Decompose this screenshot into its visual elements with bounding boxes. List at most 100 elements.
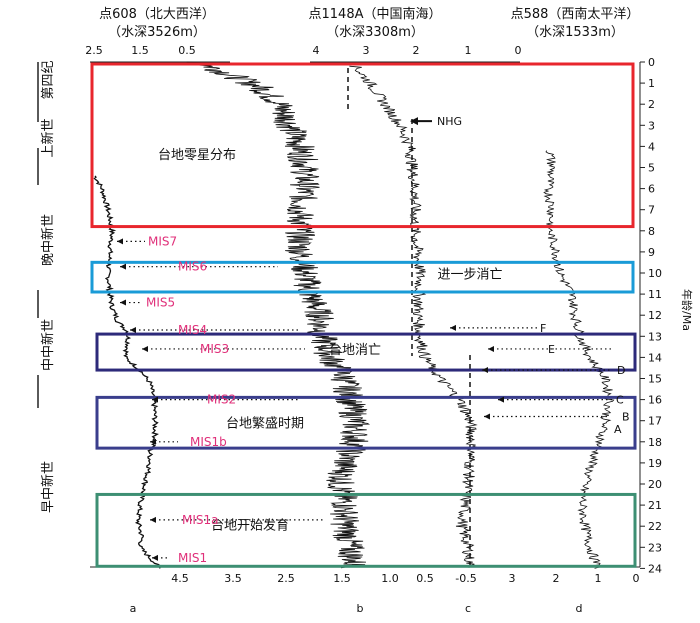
curve-site-608 — [93, 175, 161, 569]
event-label: C — [616, 394, 624, 407]
site-b-depth: （水深3308m） — [326, 25, 424, 40]
interval-box-label: 进一步消亡 — [437, 267, 502, 282]
age-tick-label: 9 — [648, 246, 655, 259]
bottom-tick-a-2: 3.5 — [224, 572, 242, 585]
mis-label: MIS7 — [148, 234, 177, 248]
interval-box — [90, 62, 635, 229]
age-tick-label: 13 — [648, 330, 662, 343]
site-b-name: 点1148A（中国南海） — [309, 6, 442, 22]
bottom-tick-c-2: 3 — [509, 572, 516, 585]
event-labels: NHG FE D CBA — [410, 115, 630, 436]
age-tick-label: 8 — [648, 225, 655, 238]
nhg-arrowhead — [410, 117, 418, 126]
site-a-name: 点608（北大西洋） — [99, 7, 215, 22]
mis-label: MIS6 — [178, 260, 207, 274]
interval-box-label: 台地开始发育 — [211, 517, 289, 533]
interval-box-label: 台地消亡 — [329, 343, 381, 358]
mis-arrowhead — [130, 326, 136, 333]
age-tick-label: 24 — [648, 562, 662, 575]
top-tick-b-4: 1 — [465, 44, 472, 57]
top-tick-b-5: 0 — [515, 44, 522, 57]
age-tick-label: 22 — [648, 520, 662, 533]
age-tick-label: 10 — [648, 267, 662, 280]
interval-box — [95, 332, 637, 372]
curve-site-1148a-secondary — [349, 65, 478, 568]
mis-arrowhead — [150, 516, 156, 523]
bottom-tick-c-1: -0.5 — [455, 572, 476, 585]
mis-label: MIS1a — [182, 513, 219, 527]
event-arrowhead — [484, 413, 490, 420]
epoch-pliocene: 上新世 — [40, 118, 56, 157]
mis-arrowhead — [152, 554, 158, 561]
mis-label: MIS5 — [146, 296, 175, 310]
event-label: E — [548, 343, 555, 356]
epoch-quaternary: 第四纪 — [41, 60, 56, 99]
age-tick-label: 15 — [648, 373, 662, 386]
top-tick-b-3: 2 — [413, 44, 420, 57]
curve-site-588 — [543, 150, 615, 569]
mis-label: MIS3 — [200, 342, 229, 356]
mis-label: MIS4 — [178, 323, 207, 337]
panel-label-c: c — [465, 602, 471, 615]
age-tick-label: 17 — [648, 415, 662, 428]
mis-arrowhead — [117, 238, 123, 245]
epoch-late-miocene: 晚中新世 — [40, 214, 56, 266]
site-c-name: 点588（西南太平洋） — [511, 6, 640, 22]
age-tick-label: 21 — [648, 499, 662, 512]
top-tick-a-1: 2.5 — [85, 44, 103, 57]
age-tick-label: 5 — [648, 162, 655, 175]
panel-label-a: a — [130, 602, 137, 615]
epoch-middle-miocene: 中中新世 — [40, 319, 56, 371]
top-tick-a-3: 0.5 — [178, 44, 196, 57]
age-tick-label: 12 — [648, 309, 662, 322]
interval-box-label: 台地繁盛时期 — [226, 415, 304, 431]
bottom-tick-d-2: 1 — [595, 572, 602, 585]
age-axis-label: 年龄/Ma — [680, 289, 694, 331]
age-tick-label: 19 — [648, 457, 662, 470]
bottom-tick-b-3: 0.5 — [416, 572, 434, 585]
age-tick-label: 14 — [648, 351, 662, 364]
panel-label-b: b — [357, 602, 364, 615]
curve-site-1148a — [186, 61, 371, 569]
bottom-tick-b-1: 1.5 — [333, 572, 351, 585]
interval-box — [95, 492, 637, 568]
event-arrowhead — [450, 324, 456, 331]
mis-label: MIS2 — [207, 393, 236, 407]
event-label: D — [617, 364, 625, 377]
mis-label: MIS1 — [178, 551, 207, 565]
panel-label-d: d — [576, 602, 583, 615]
age-tick-label: 0 — [648, 56, 655, 69]
event-label: A — [614, 423, 622, 436]
age-tick-label: 16 — [648, 394, 662, 407]
age-tick-label: 6 — [648, 183, 655, 196]
bottom-tick-a-1: 4.5 — [171, 572, 189, 585]
age-tick-label: 11 — [648, 288, 662, 301]
site-c-depth: （水深1533m） — [526, 25, 624, 40]
mis-arrowhead — [120, 263, 126, 270]
age-tick-label: 7 — [648, 204, 655, 217]
top-tick-b-1: 4 — [313, 44, 320, 57]
mis-arrowhead — [152, 396, 158, 403]
age-tick-label: 23 — [648, 541, 662, 554]
event-arrowhead — [498, 396, 504, 403]
bottom-tick-d-1: 2 — [553, 572, 560, 585]
interval-box — [90, 260, 635, 294]
top-tick-a-2: 1.5 — [131, 44, 149, 57]
age-tick-label: 2 — [648, 98, 655, 111]
nhg-label: NHG — [437, 115, 462, 128]
age-tick-label: 4 — [648, 140, 655, 153]
bottom-tick-d-3: 0 — [633, 572, 640, 585]
interval-box-label: 台地零星分布 — [158, 148, 236, 163]
mis-arrowhead — [150, 438, 156, 445]
interval-box — [95, 395, 637, 450]
age-tick-label: 20 — [648, 478, 662, 491]
bottom-tick-a-3: 2.5 — [277, 572, 295, 585]
age-tick-label: 3 — [648, 119, 655, 132]
event-label: F — [540, 322, 546, 335]
mis-arrowhead — [120, 299, 126, 306]
event-label: B — [622, 410, 630, 423]
